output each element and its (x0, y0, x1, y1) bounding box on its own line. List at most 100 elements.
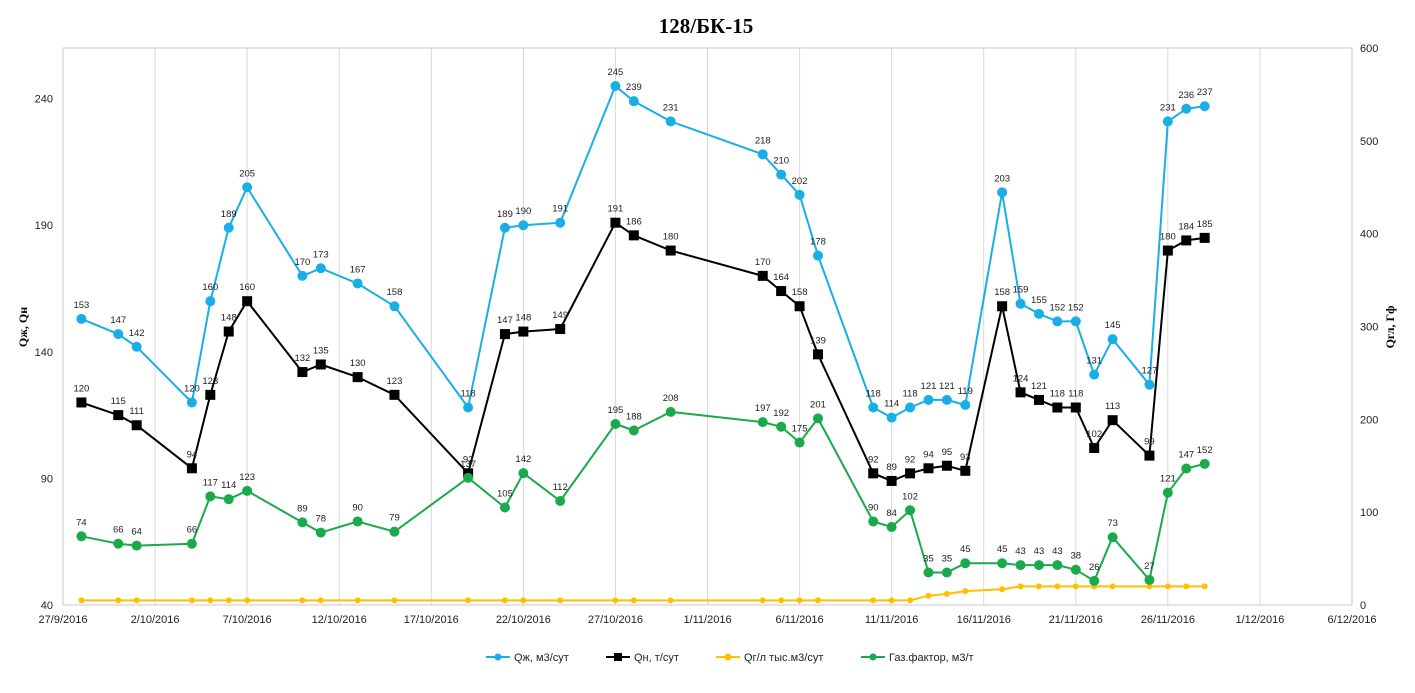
data-point (223, 222, 234, 233)
data-point (113, 538, 124, 549)
data-point (630, 597, 637, 604)
data-point (133, 597, 140, 604)
data-point (205, 491, 216, 502)
y-tick-label: 190 (35, 220, 53, 232)
data-label: 118 (1050, 389, 1065, 400)
data-label: 35 (942, 554, 953, 565)
data-point (943, 590, 950, 597)
data-point (1144, 379, 1155, 390)
data-label: 127 (1142, 366, 1158, 377)
x-tick-label: 7/10/2016 (223, 614, 272, 626)
x-tick-label: 11/11/2016 (865, 614, 918, 626)
data-point (610, 80, 621, 91)
data-point (354, 597, 361, 604)
legend-marker (869, 653, 877, 661)
data-point (610, 217, 621, 228)
data-label: 35 (923, 554, 934, 565)
data-point (1015, 298, 1026, 309)
data-label: 45 (997, 544, 1008, 555)
data-point (205, 296, 216, 307)
data-label: 189 (221, 209, 237, 220)
y2-tick-label: 200 (1360, 414, 1378, 426)
legend-item-label: Qг/л тыс.м3/сут (744, 652, 823, 664)
data-label: 147 (1178, 450, 1194, 461)
data-point (501, 597, 508, 604)
y-tick-label: 240 (35, 94, 53, 106)
data-point (1181, 463, 1192, 474)
data-point (776, 421, 787, 432)
data-point (960, 465, 971, 476)
x-tick-label: 16/11/2016 (957, 614, 1011, 626)
data-point (391, 597, 398, 604)
data-point (1183, 583, 1190, 590)
data-point (299, 597, 306, 604)
data-label: 38 (1070, 551, 1081, 562)
data-point (886, 475, 897, 486)
data-label: 90 (352, 502, 363, 513)
data-point (868, 468, 879, 479)
data-label: 189 (497, 209, 513, 220)
data-label: 149 (552, 310, 568, 321)
data-label: 117 (203, 477, 218, 488)
data-point (1144, 450, 1155, 461)
data-point (612, 597, 619, 604)
data-point (868, 516, 879, 527)
legend: Qж, м3/сут Qн, т/сут Qг/л тыс.м3/сут Газ.фа… (486, 652, 974, 664)
data-label: 158 (387, 287, 403, 298)
data-point (628, 230, 639, 241)
data-point (1015, 560, 1026, 571)
data-point (1199, 232, 1210, 243)
data-label: 92 (905, 454, 916, 465)
data-point (131, 341, 142, 352)
data-point (1070, 402, 1081, 413)
data-point (315, 527, 326, 538)
data-point (997, 187, 1008, 198)
data-label: 159 (1013, 285, 1029, 296)
data-point (812, 349, 823, 360)
data-label: 153 (73, 300, 89, 311)
data-point (188, 597, 195, 604)
data-label: 123 (202, 376, 218, 387)
data-label: 115 (111, 396, 126, 407)
x-tick-label: 2/10/2016 (131, 614, 180, 626)
data-point (78, 597, 85, 604)
data-label: 175 (792, 424, 808, 435)
data-point (665, 245, 676, 256)
data-point (315, 359, 326, 370)
data-label: 43 (1015, 546, 1026, 557)
data-point (518, 326, 529, 337)
data-label: 208 (663, 393, 679, 404)
data-label: 210 (773, 156, 789, 167)
data-point (297, 270, 308, 281)
x-tick-label: 26/11/2016 (1141, 614, 1195, 626)
y-axis-label: Qж, Qн (16, 307, 30, 347)
data-point (1035, 583, 1042, 590)
grid-lines (154, 48, 1261, 605)
data-label: 167 (350, 264, 366, 275)
y2-tick-label: 0 (1360, 600, 1366, 612)
data-label: 205 (239, 168, 255, 179)
data-label: 218 (755, 135, 771, 146)
data-point (923, 463, 934, 474)
data-label: 155 (1031, 295, 1047, 306)
data-label: 180 (1160, 232, 1176, 243)
data-point (999, 586, 1006, 593)
y2-tick-label: 500 (1360, 136, 1378, 148)
data-label: 152 (1068, 302, 1084, 313)
data-label: 121 (1160, 474, 1176, 485)
data-label: 191 (607, 204, 623, 215)
y-tick-label: 90 (41, 473, 53, 485)
data-point (812, 250, 823, 261)
data-label: 90 (868, 502, 879, 513)
x-tick-label: 27/10/2016 (588, 614, 643, 626)
data-point (610, 418, 621, 429)
data-label: 119 (958, 386, 973, 397)
data-point (389, 526, 400, 537)
data-point (776, 286, 787, 297)
data-label: 190 (515, 206, 531, 217)
data-point (886, 412, 897, 423)
data-point (1162, 487, 1173, 498)
data-point (186, 463, 197, 474)
data-point (317, 597, 324, 604)
series-line (81, 585, 1205, 602)
